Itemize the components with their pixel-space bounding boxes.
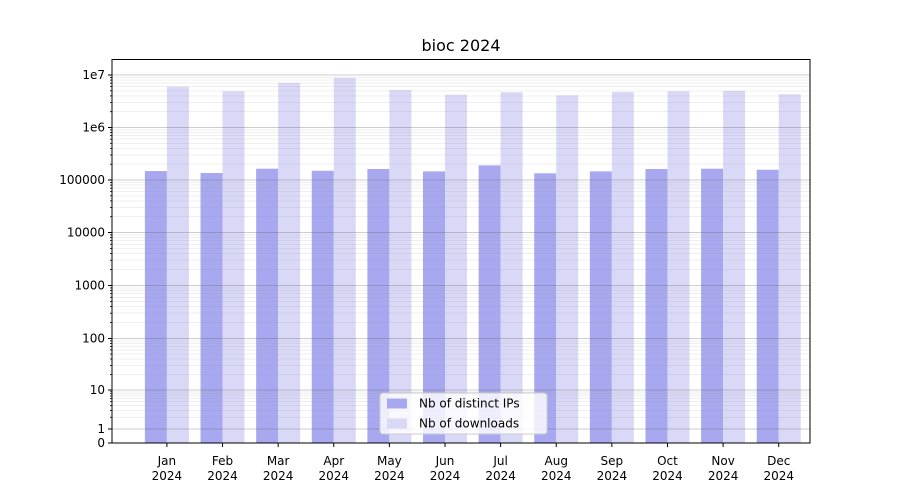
bar-downloads-may xyxy=(389,89,412,444)
x-tick-label-month: Sep xyxy=(601,454,624,468)
bar-distinct-ips-jan xyxy=(144,171,167,443)
x-tick-label-year: 2024 xyxy=(652,469,683,483)
bar-distinct-ips-dec xyxy=(756,169,779,443)
y-tick-label: 1 xyxy=(97,422,105,436)
bar-downloads-jun xyxy=(445,94,467,443)
x-tick-label-year: 2024 xyxy=(430,469,461,483)
x-tick-label-year: 2024 xyxy=(318,469,349,483)
chart-title: bioc 2024 xyxy=(422,36,501,55)
y-tick-label: 1e7 xyxy=(82,68,105,82)
bar-distinct-ips-jun xyxy=(423,171,445,444)
bar-downloads-oct xyxy=(667,91,690,443)
x-tick-label-month: Nov xyxy=(711,454,734,468)
bar-distinct-ips-apr xyxy=(311,170,334,444)
bar-downloads-dec xyxy=(778,94,801,443)
x-tick-label-year: 2024 xyxy=(597,469,628,483)
legend-label-distinct-ips: Nb of distinct IPs xyxy=(419,397,520,411)
y-tick-label: 100 xyxy=(82,332,105,346)
bar-distinct-ips-sep xyxy=(589,171,612,444)
x-tick-label-year: 2024 xyxy=(374,469,405,483)
bars xyxy=(144,77,801,444)
legend-label-downloads: Nb of downloads xyxy=(419,417,519,431)
bar-distinct-ips-nov xyxy=(701,168,724,443)
x-tick-label-month: May xyxy=(377,454,402,468)
x-tick-label-month: Mar xyxy=(267,454,290,468)
bar-downloads-sep xyxy=(611,91,634,444)
bar-downloads-nov xyxy=(723,90,746,443)
bar-distinct-ips-feb xyxy=(200,172,223,444)
axes-spines xyxy=(111,58,811,444)
x-tick-label-year: 2024 xyxy=(263,469,294,483)
x-tick-label-year: 2024 xyxy=(485,469,516,483)
y-tick-label: 1000 xyxy=(74,279,105,293)
bar-distinct-ips-oct xyxy=(645,169,668,443)
x-tick-label-month: Apr xyxy=(323,454,344,468)
y-tick-label: 100000 xyxy=(59,173,105,187)
bar-downloads-feb xyxy=(222,91,245,443)
x-tick-label-month: Aug xyxy=(545,454,568,468)
x-tick-label-month: Jan xyxy=(157,454,177,468)
y-tick-label: 1e6 xyxy=(82,121,105,135)
bar-downloads-apr xyxy=(333,77,356,443)
bar-downloads-mar xyxy=(278,82,301,444)
bar-downloads-jul xyxy=(500,92,523,444)
legend-box xyxy=(379,392,548,435)
x-tick-label-month: Jun xyxy=(435,454,455,468)
x-tick-label-month: Jul xyxy=(492,454,507,468)
plot-area: 1e71e61000001000010001001010Jan2024Feb20… xyxy=(59,58,811,483)
bar-distinct-ips-mar xyxy=(256,168,279,443)
x-tick-label-year: 2024 xyxy=(207,469,238,483)
gridlines xyxy=(112,74,810,430)
x-tick-label-year: 2024 xyxy=(763,469,794,483)
legend-swatch-downloads xyxy=(387,418,407,429)
x-tick-label-month: Oct xyxy=(657,454,678,468)
y-tick-label: 0 xyxy=(97,436,105,450)
x-tick-label-year: 2024 xyxy=(708,469,739,483)
x-tick-label-month: Feb xyxy=(212,454,233,468)
x-tick-label-year: 2024 xyxy=(541,469,572,483)
chart-legend: Nb of distinct IPs Nb of downloads xyxy=(379,392,548,435)
bar-downloads-aug xyxy=(556,95,579,443)
y-axis: 1e7 1e6 100000 10000 1000 100 10 10 xyxy=(59,68,112,450)
y-tick-label: 10000 xyxy=(67,226,105,240)
x-axis: Jan2024Feb2024Mar2024Apr2024May2024Jun20… xyxy=(152,443,794,483)
x-tick-label-year: 2024 xyxy=(152,469,183,483)
bar-distinct-ips-may xyxy=(367,169,390,443)
legend-swatch-distinct-ips xyxy=(387,398,407,409)
bar-distinct-ips-jul xyxy=(478,165,501,444)
y-tick-label: 10 xyxy=(90,383,105,397)
bar-downloads-jan xyxy=(166,86,189,443)
x-tick-label-month: Dec xyxy=(767,454,790,468)
bar-distinct-ips-aug xyxy=(534,173,557,443)
